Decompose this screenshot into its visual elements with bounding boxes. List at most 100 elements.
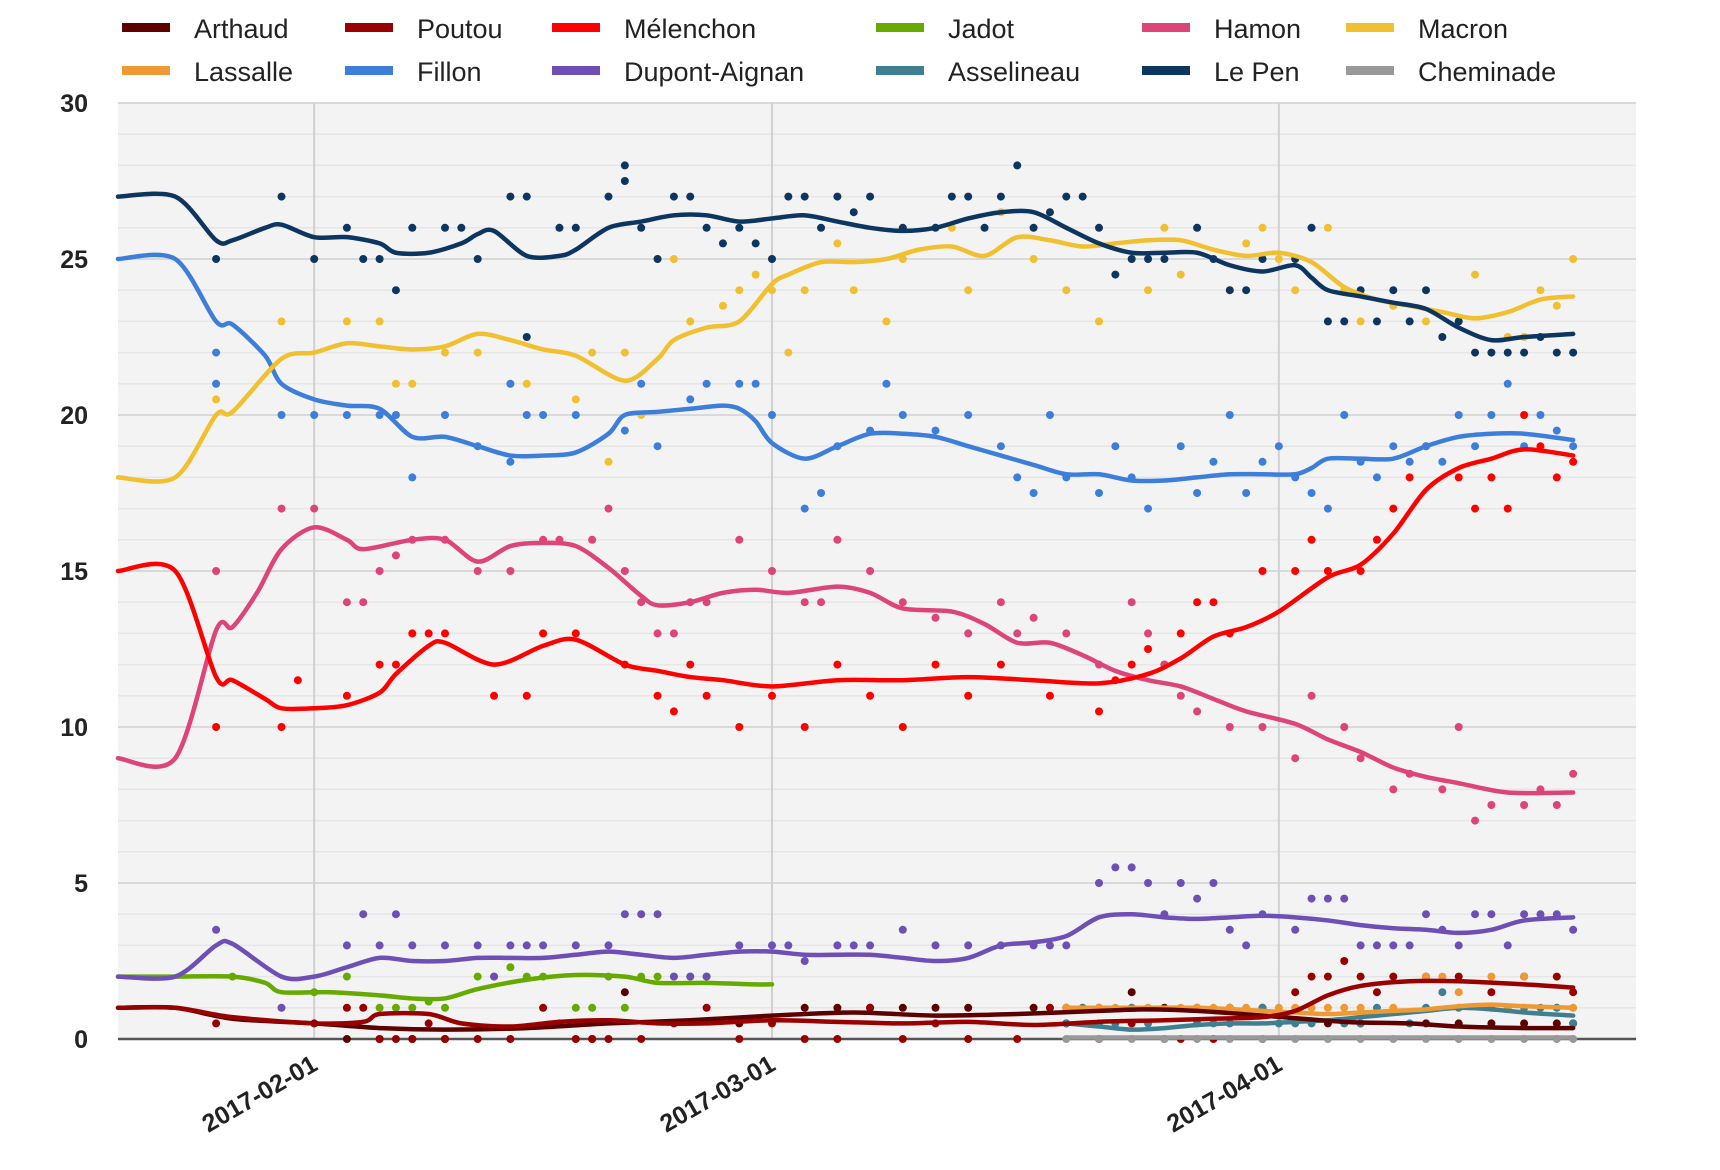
poll-point [751, 270, 760, 279]
poll-point [310, 411, 319, 419]
legend-item-arthaud[interactable]: Arthaud [122, 14, 289, 44]
legend-item-melenchon[interactable]: Mélenchon [552, 14, 756, 44]
poll-point [1144, 879, 1153, 887]
legend-label: Dupont-Aignan [624, 57, 804, 87]
poll-point [522, 192, 531, 201]
poll-point [1045, 208, 1054, 217]
poll-point [1193, 894, 1202, 903]
poll-point [702, 1003, 711, 1012]
poll-point [408, 473, 417, 482]
poll-point [669, 255, 678, 263]
legend-item-hamon[interactable]: Hamon [1142, 14, 1301, 44]
trend-line-fillon [115, 252, 1576, 484]
poll-point [441, 941, 449, 950]
poll-point [1291, 925, 1300, 934]
poll-point [718, 301, 727, 310]
poll-point [800, 286, 809, 295]
poll-point [1340, 957, 1349, 965]
legend: Arthaud Poutou Mélenchon Jadot Hamon Macron La… [122, 14, 1556, 87]
poll-point [342, 598, 351, 607]
poll-point [1552, 801, 1561, 809]
poll-point [1520, 972, 1529, 981]
poll-point [620, 1003, 629, 1012]
poll-point [457, 223, 466, 232]
poll-point [1454, 473, 1463, 482]
legend-item-jadot[interactable]: Jadot [876, 14, 1015, 44]
poll-point [1569, 255, 1578, 263]
poll-point [1552, 348, 1561, 357]
poll-point [768, 941, 776, 950]
poll-point [1454, 317, 1463, 326]
poll-point [506, 941, 515, 950]
poll-point [342, 1003, 351, 1012]
poll-point [1029, 489, 1038, 497]
poll-point [898, 411, 907, 419]
poll-point [1176, 629, 1185, 638]
poll-point [898, 1035, 907, 1043]
poll-point [996, 660, 1005, 669]
trend-line-melenchon [115, 447, 1576, 712]
poll-point [588, 1003, 597, 1012]
legend-item-asselineau[interactable]: Asselineau [876, 57, 1080, 87]
poll-point [1389, 972, 1398, 981]
poll-point [1569, 457, 1578, 466]
poll-point [1258, 255, 1267, 263]
poll-point [1487, 473, 1496, 482]
poll-point [669, 707, 678, 716]
poll-point [571, 1003, 580, 1012]
legend-item-macron[interactable]: Macron [1346, 14, 1508, 44]
poll-point [849, 941, 858, 950]
poll-point [441, 411, 449, 419]
poll-point [1487, 411, 1496, 419]
poll-point [1471, 348, 1480, 357]
poll-point [555, 223, 564, 232]
poll-point [1307, 691, 1316, 700]
poll-point [833, 239, 842, 248]
y-tick-label: 25 [60, 246, 88, 274]
poll-point [1552, 972, 1561, 981]
poll-point [212, 255, 221, 263]
poll-point [212, 925, 221, 934]
poll-point [1209, 457, 1218, 466]
poll-point [653, 972, 662, 981]
legend-swatch [1346, 23, 1394, 32]
poll-point [1242, 941, 1251, 950]
poll-point [212, 348, 221, 357]
poll-point [539, 1003, 548, 1012]
poll-point [833, 660, 842, 669]
legend-item-lassalle[interactable]: Lassalle [122, 57, 293, 87]
poll-point [964, 411, 973, 419]
poll-point [1438, 972, 1447, 981]
poll-point [653, 629, 662, 638]
legend-label: Hamon [1214, 14, 1301, 44]
legend-item-cheminade[interactable]: Cheminade [1346, 57, 1556, 87]
poll-point [1307, 535, 1316, 544]
poll-point [1274, 255, 1283, 263]
poll-point [1487, 972, 1496, 981]
poll-point [1520, 1019, 1529, 1028]
poll-point [1045, 1003, 1054, 1012]
poll-point [1095, 489, 1103, 497]
poll-point [310, 504, 319, 513]
poll-point [653, 910, 662, 919]
poll-point [1095, 317, 1103, 326]
poll-point [277, 723, 286, 731]
poll-point [931, 1003, 940, 1012]
poll-point [637, 223, 646, 232]
poll-point [1405, 317, 1414, 326]
poll-point [980, 223, 989, 232]
poll-point [277, 1003, 286, 1012]
poll-point [800, 957, 809, 965]
legend-swatch [122, 66, 170, 75]
poll-point [996, 598, 1005, 607]
legend-item-fillon[interactable]: Fillon [345, 57, 482, 87]
poll-point [1144, 629, 1153, 638]
poll-point [1569, 925, 1578, 934]
poll-point [391, 551, 400, 560]
legend-item-poutou[interactable]: Poutou [345, 14, 503, 44]
poll-point [506, 567, 515, 575]
poll-point [604, 192, 613, 201]
legend-item-dupont-aignan[interactable]: Dupont-Aignan [552, 57, 804, 87]
poll-point [1160, 223, 1169, 232]
legend-item-le-pen[interactable]: Le Pen [1142, 57, 1300, 87]
